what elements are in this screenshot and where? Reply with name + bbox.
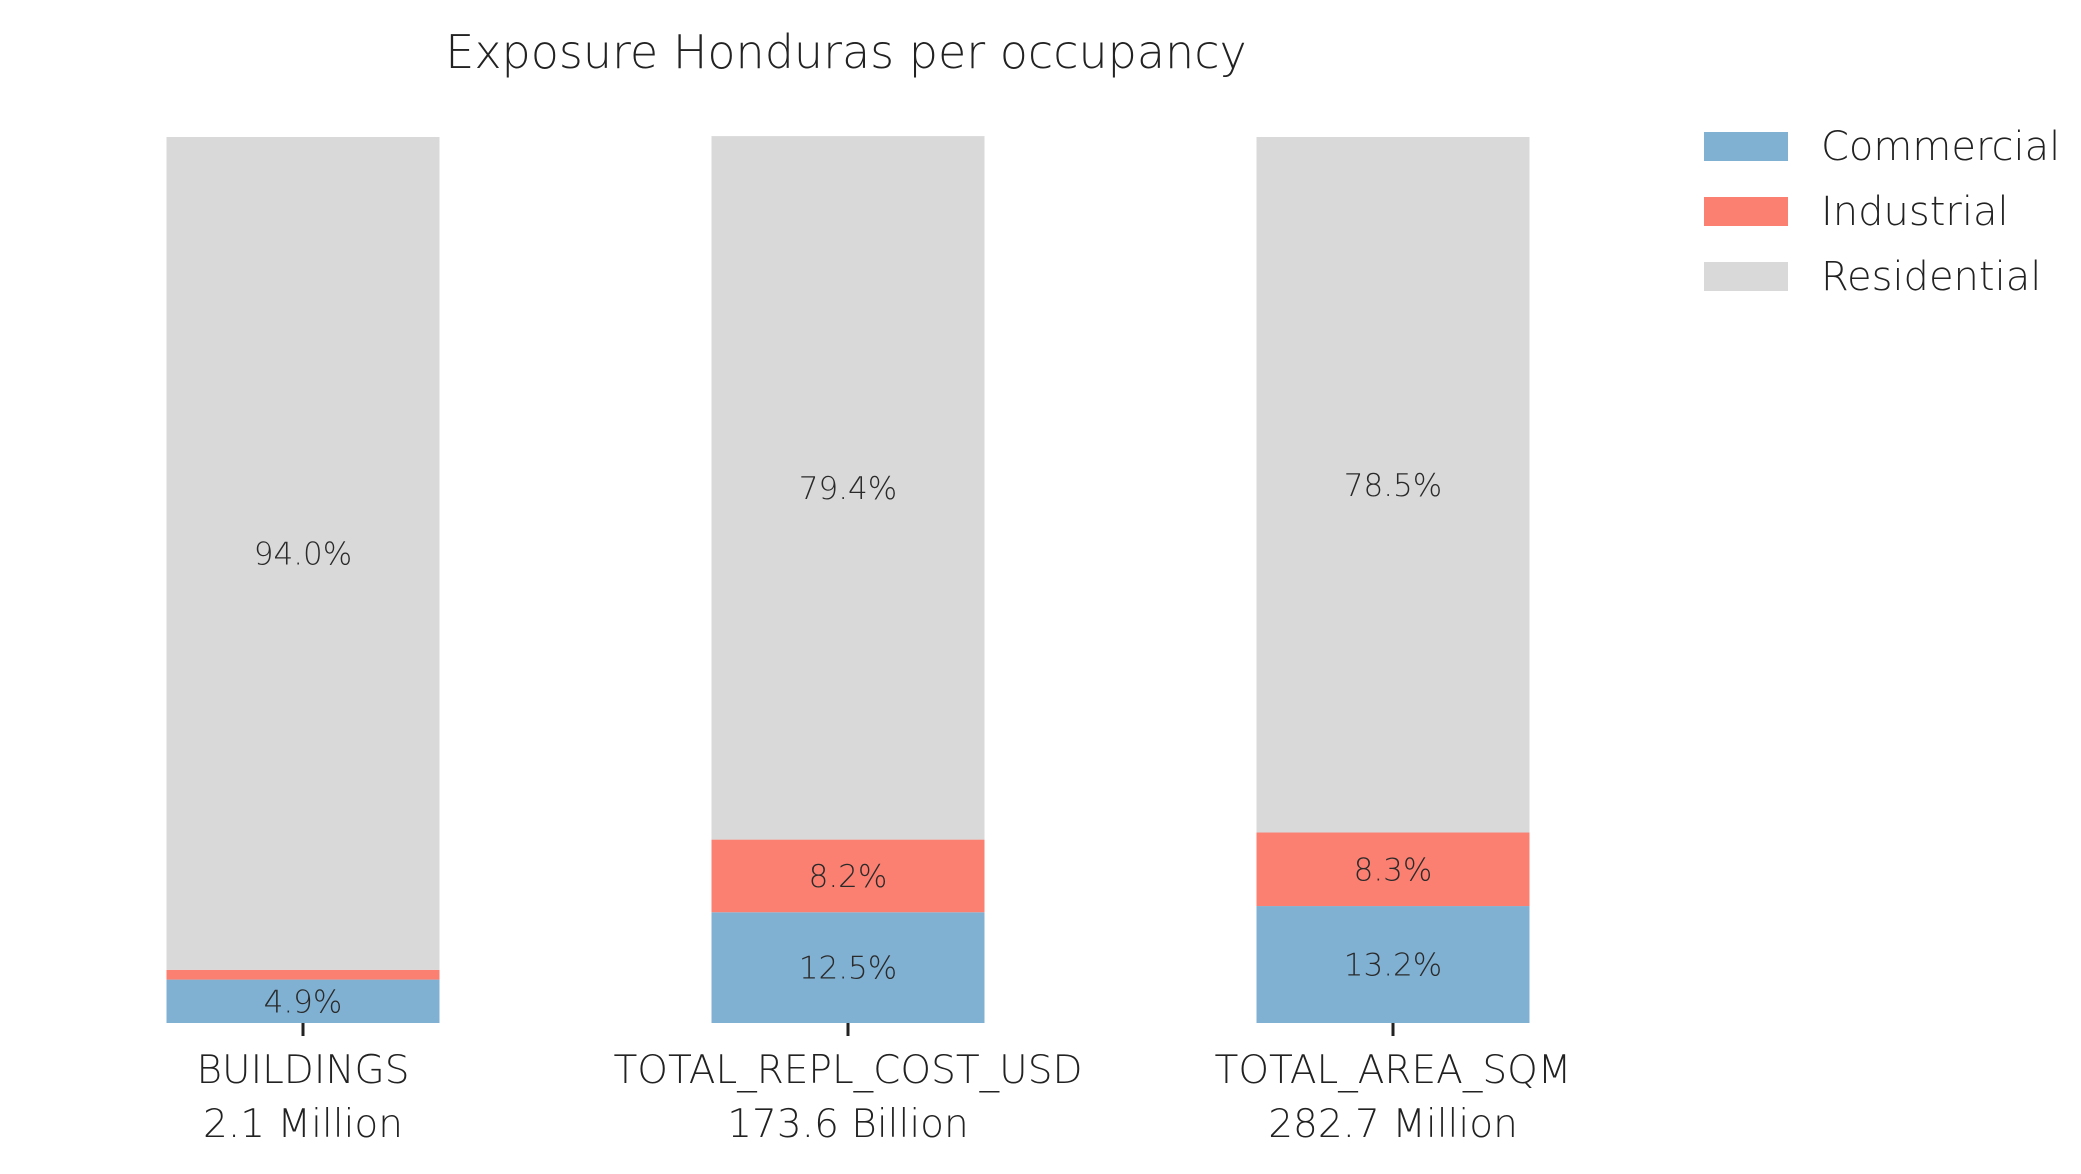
data-label-commercial-total_repl_cost_usd: 12.5% bbox=[799, 951, 897, 987]
data-label-industrial-total_repl_cost_usd: 8.2% bbox=[809, 859, 888, 895]
data-label-residential-total_repl_cost_usd: 79.4% bbox=[799, 471, 897, 507]
legend-label-commercial: Commercial bbox=[1821, 124, 2060, 170]
data-label-residential-buildings: 94.0% bbox=[254, 536, 352, 572]
x-axis: BUILDINGS 2.1 Million TOTAL_REPL_COST_USD 1… bbox=[197, 1023, 1572, 1147]
legend-swatch-commercial bbox=[1704, 132, 1788, 161]
x-tick-total-label: 173.6 Billion bbox=[727, 1102, 969, 1147]
data-label-residential-total_area_sqm: 78.5% bbox=[1344, 468, 1442, 504]
bar-segment-industrial-total_repl_cost_usd bbox=[711, 839, 985, 913]
chart-title: Exposure Honduras per occupancy bbox=[445, 25, 1246, 79]
data-label-commercial-buildings: 4.9% bbox=[264, 984, 343, 1020]
legend-label-industrial: Industrial bbox=[1821, 189, 2009, 235]
legend-swatch-industrial bbox=[1704, 197, 1788, 226]
data-label-commercial-total_area_sqm: 13.2% bbox=[1344, 948, 1442, 984]
x-tick-label: BUILDINGS bbox=[197, 1048, 410, 1093]
x-tick-total-label: 2.1 Million bbox=[203, 1102, 403, 1147]
bar-segment-commercial-total_area_sqm bbox=[1256, 906, 1530, 1023]
x-tick-total-label: 282.7 Million bbox=[1268, 1102, 1518, 1147]
bar-segment-industrial-buildings bbox=[166, 969, 440, 980]
bar-segment-residential-buildings bbox=[166, 137, 440, 970]
bar-segment-industrial-total_area_sqm bbox=[1256, 832, 1530, 907]
data-label-industrial-total_area_sqm: 8.3% bbox=[1354, 852, 1433, 888]
bars-group bbox=[166, 136, 1530, 1023]
bar-segment-commercial-total_repl_cost_usd bbox=[711, 912, 985, 1023]
legend-label-residential: Residential bbox=[1821, 254, 2041, 300]
data-labels-group: 4.9% 94.0% 12.5% 8.2% 79.4% 13.2% 8.3% 78.5% bbox=[254, 468, 1442, 1021]
x-tick-label: TOTAL_REPL_COST_USD bbox=[613, 1048, 1082, 1093]
legend-swatch-residential bbox=[1704, 262, 1788, 291]
bar-segment-residential-total_repl_cost_usd bbox=[711, 136, 985, 840]
legend: Commercial Industrial Residential bbox=[1704, 124, 2060, 300]
bar-segment-commercial-buildings bbox=[166, 979, 440, 1023]
bar-segment-residential-total_area_sqm bbox=[1256, 137, 1530, 833]
x-tick-label: TOTAL_AREA_SQM bbox=[1215, 1048, 1572, 1093]
